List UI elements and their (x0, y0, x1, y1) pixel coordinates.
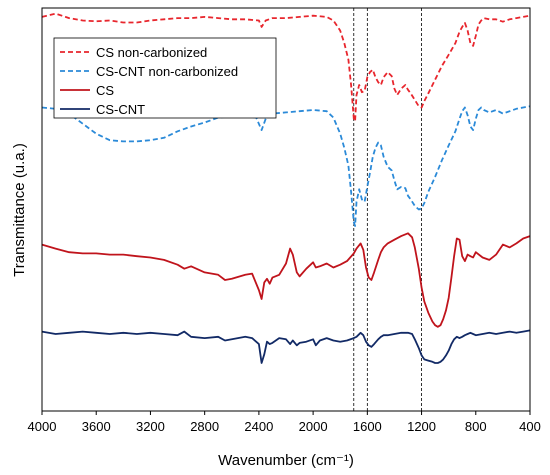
legend-label-3: CS (96, 83, 114, 98)
x-tick-label: 2400 (244, 419, 273, 434)
y-axis-title: Transmittance (u.a.) (11, 143, 28, 277)
legend-label-2: CS-CNT non-carbonized (96, 64, 238, 79)
x-tick-label: 3600 (82, 419, 111, 434)
plot-area-frame (41, 7, 531, 412)
series-layer (41, 12, 531, 364)
series-line-4 (41, 329, 531, 364)
series-line-1 (41, 12, 531, 123)
x-tick-label: 400 (519, 419, 541, 434)
x-axis-ticks: 4000 3600 3200 2800 2400 2000 1600 1200 800 400 (28, 411, 541, 434)
legend-label-4: CS-CNT (96, 102, 145, 117)
x-tick-label: 1200 (407, 419, 436, 434)
series-line-3 (41, 232, 531, 328)
x-tick-label: 1600 (353, 419, 382, 434)
x-tick-label: 2000 (299, 419, 328, 434)
x-axis-title: Wavenumber (cm⁻¹) (218, 452, 354, 469)
x-tick-label: 3200 (136, 419, 165, 434)
x-tick-label: 2800 (190, 419, 219, 434)
legend-box (53, 37, 277, 119)
x-tick-label: 800 (465, 419, 487, 434)
x-tick-label: 4000 (28, 419, 57, 434)
legend-label-1: CS non-carbonized (96, 45, 207, 60)
legend: CS non-carbonized CS-CNT non-carbonized CS… (53, 37, 277, 119)
series-line-2 (41, 105, 531, 227)
